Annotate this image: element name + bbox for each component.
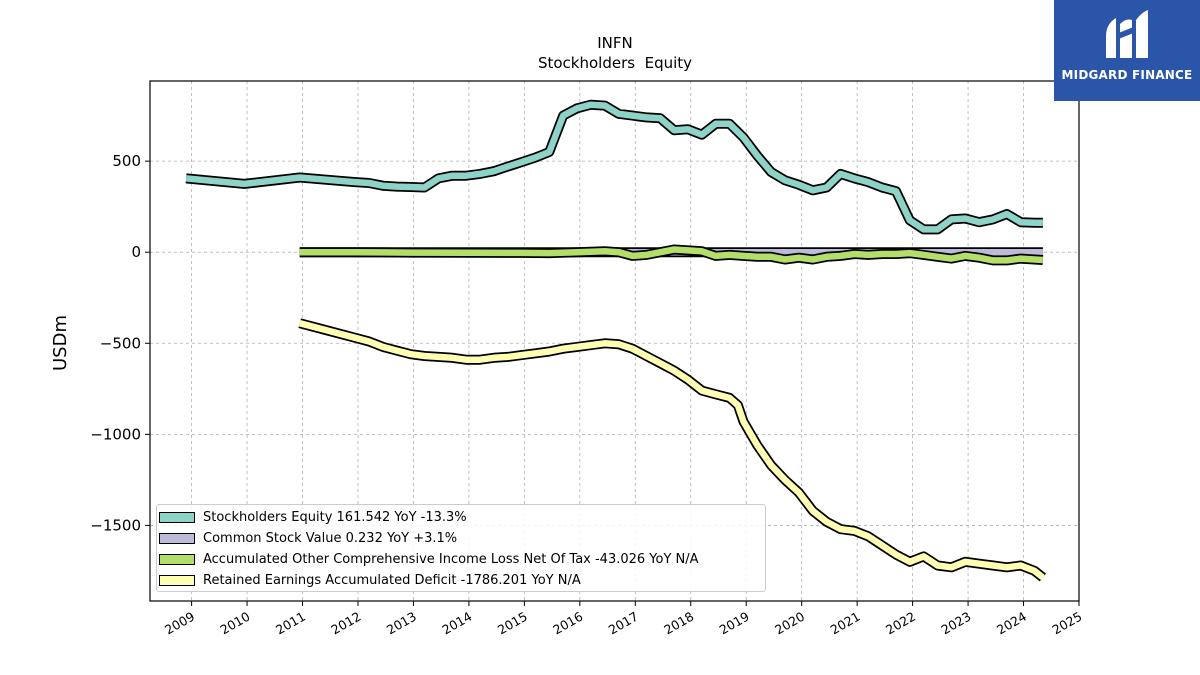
chart-title: INFN — [597, 34, 633, 52]
x-tick-label: 2011 — [273, 609, 308, 638]
y-tick-label: −500 — [100, 334, 141, 352]
series-line — [185, 101, 1043, 233]
logo: MIDGARD FINANCE — [1054, 0, 1200, 101]
y-tick-label: −1000 — [90, 425, 141, 443]
plot-frame — [149, 80, 1080, 602]
chart-subtitle: Stockholders Equity — [538, 54, 692, 72]
y-tick-label: 500 — [112, 152, 141, 170]
x-axis: 2009 2010 2011 2012 2013 2014 2015 2016 2017 2018… — [162, 601, 1085, 638]
x-tick-label: 2014 — [439, 609, 474, 638]
legend-swatch — [159, 532, 195, 544]
x-tick-label: 2015 — [495, 609, 530, 638]
x-tick-label: 2025 — [1049, 609, 1084, 638]
logo-text: MIDGARD FINANCE — [1061, 68, 1193, 82]
legend-swatch — [159, 574, 195, 586]
y-axis-label: USDm — [50, 315, 71, 371]
y-tick-label: −1500 — [90, 516, 141, 534]
legend-label: Accumulated Other Comprehensive Income L… — [203, 551, 699, 567]
x-tick-label: 2021 — [828, 609, 863, 638]
legend-item-common-stock-value: Common Stock Value 0.232 YoY +3.1% — [159, 529, 457, 547]
x-tick-label: 2013 — [384, 609, 419, 638]
legend-item-accumulated-oci: Accumulated Other Comprehensive Income L… — [159, 550, 699, 568]
y-tick-label: 0 — [131, 243, 141, 261]
x-tick-label: 2023 — [939, 609, 974, 638]
y-axis: 500 0 −500 −1000 −1500 — [90, 152, 150, 534]
series-accumulated-other-comprehensive-income-loss-net-of-tax — [299, 244, 1044, 266]
legend-item-retained-earnings: Retained Earnings Accumulated Deficit -1… — [159, 571, 581, 589]
series-outline — [185, 99, 1043, 235]
x-tick-label: 2024 — [994, 609, 1029, 638]
series-retained-earnings-accumulated-deficit — [298, 318, 1047, 582]
x-tick-label: 2022 — [883, 609, 918, 638]
legend-item-stockholders-equity: Stockholders Equity 161.542 YoY -13.3% — [159, 508, 467, 526]
x-tick-label: 2012 — [328, 609, 363, 638]
plot-area — [185, 99, 1047, 582]
legend-label: Common Stock Value 0.232 YoY +3.1% — [203, 530, 458, 546]
x-tick-label: 2019 — [717, 609, 752, 638]
x-tick-label: 2010 — [218, 609, 253, 638]
x-tick-label: 2016 — [550, 609, 585, 638]
legend: Stockholders Equity 161.542 YoY -13.3% C… — [156, 504, 766, 592]
legend-swatch — [159, 553, 195, 565]
midgard-logo-icon — [1106, 10, 1148, 58]
legend-swatch — [159, 511, 195, 523]
series-line — [299, 246, 1044, 264]
legend-label: Retained Earnings Accumulated Deficit -1… — [203, 572, 581, 588]
x-tick-label: 2018 — [661, 609, 696, 638]
series-line — [298, 320, 1045, 581]
x-tick-label: 2017 — [606, 609, 641, 638]
x-tick-label: 2009 — [162, 609, 197, 638]
series-stockholders-equity — [185, 99, 1043, 235]
x-tick-label: 2020 — [772, 609, 807, 638]
legend-label: Stockholders Equity 161.542 YoY -13.3% — [203, 509, 467, 525]
